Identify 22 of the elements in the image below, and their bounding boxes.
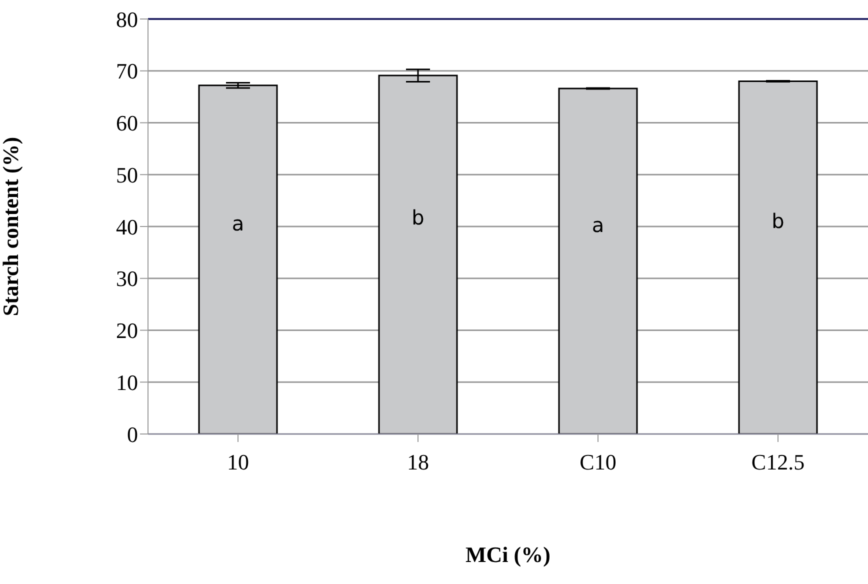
y-tick-label: 0 <box>127 422 138 447</box>
annotation: b <box>772 208 784 233</box>
y-tick-label: 40 <box>116 214 138 240</box>
y-tick-label: 30 <box>116 266 138 292</box>
annotation: a <box>232 211 244 236</box>
x-tick-label: 18 <box>407 450 429 475</box>
bar <box>198 84 278 434</box>
x-axis-title: MCi (%) <box>466 542 550 567</box>
y-tick-label: 70 <box>116 58 138 84</box>
y-tick-label: 50 <box>116 162 138 188</box>
x-tick-label: C10 <box>580 450 616 475</box>
annotation: b <box>412 205 424 230</box>
annotation: a <box>592 213 604 238</box>
y-tick-label: 80 <box>116 6 138 32</box>
x-tick-label: 10 <box>227 450 249 475</box>
x-tick-label: C12.5 <box>751 450 805 475</box>
bar <box>558 88 638 434</box>
y-tick-label: 10 <box>116 370 138 395</box>
bar <box>738 80 818 434</box>
y-axis-title: Starch content (%) <box>0 136 23 316</box>
y-tick-label: 60 <box>116 110 138 136</box>
y-tick-label: 20 <box>116 318 138 344</box>
